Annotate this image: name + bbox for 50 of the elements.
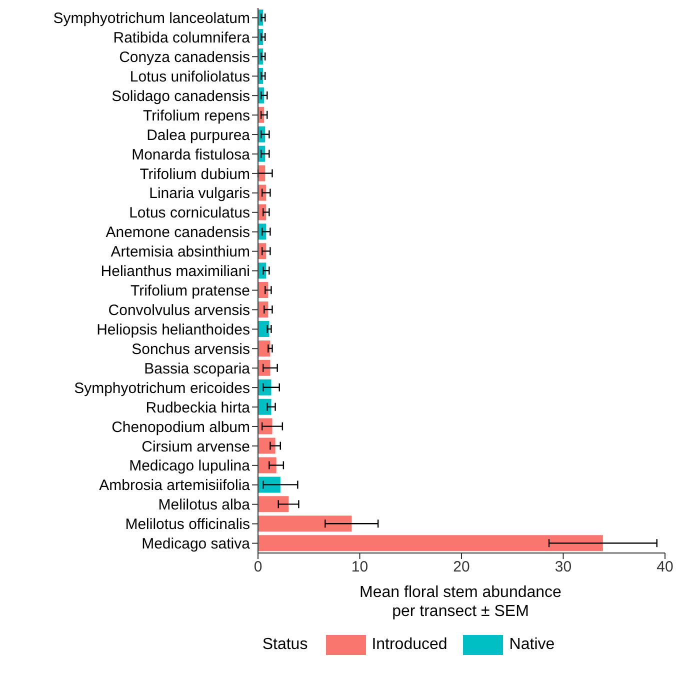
y-tick-label: Helianthus maximiliani xyxy=(100,263,250,280)
y-tick-label: Medicago sativa xyxy=(142,536,251,553)
bar xyxy=(258,302,268,318)
y-tick-label: Rudbeckia hirta xyxy=(146,399,251,416)
y-tick-label: Linaria vulgaris xyxy=(149,185,250,202)
y-tick-label: Melilotus officinalis xyxy=(125,516,250,534)
bar xyxy=(258,282,268,298)
bar xyxy=(258,457,276,474)
bar xyxy=(258,516,352,532)
y-tick-label: Dalea purpurea xyxy=(146,126,251,144)
legend-label: Introduced xyxy=(372,636,448,654)
y-tick-label: Bassia scoparia xyxy=(144,360,251,378)
bar xyxy=(258,496,289,512)
y-tick-label: Melilotus alba xyxy=(158,496,251,514)
y-tick-label: Anemone canadensis xyxy=(106,224,250,242)
y-tick-label: Lotus unifoliolatus xyxy=(130,68,250,86)
y-tick-label: Symphyotrichum ericoides xyxy=(74,380,250,397)
y-tick-label: Symphyotrichum lanceolatum xyxy=(53,10,250,28)
y-tick-label: Medicago lupulina xyxy=(129,458,251,475)
legend-title: Status xyxy=(262,636,308,654)
y-tick-label: Cirsium arvense xyxy=(142,438,250,456)
bar xyxy=(258,320,270,337)
y-tick-label: Sonchus arvensis xyxy=(132,340,250,358)
y-tick-label: Solidago canadensis xyxy=(112,88,250,105)
y-tick-label: Ratibida columnifera xyxy=(113,30,251,47)
x-axis-title: Mean floral stem abundance per transect ± SEM xyxy=(358,583,562,621)
y-tick-label: Monarda fistulosa xyxy=(132,146,251,164)
y-tick-label: Convolvulus arvensis xyxy=(108,302,250,320)
y-tick-label: Heliopsis helianthoides xyxy=(96,321,250,338)
y-tick-label: Trifolium repens xyxy=(143,107,250,124)
bar xyxy=(258,476,280,493)
bar xyxy=(258,438,276,454)
bar xyxy=(258,360,270,376)
x-tick-label: 10 xyxy=(351,558,368,576)
y-tick-label: Trifolium pratense xyxy=(130,282,250,300)
legend-label: Native xyxy=(509,636,555,654)
y-tick-label: Lotus corniculatus xyxy=(129,204,250,222)
y-tick-label: Chenopodium album xyxy=(112,418,250,436)
x-tick-label: 0 xyxy=(254,558,262,576)
y-tick-label: Artemisia absinthium xyxy=(110,244,250,261)
x-tick-label: 20 xyxy=(453,558,470,576)
bar xyxy=(258,535,603,552)
bar xyxy=(258,379,272,396)
y-tick-label: Trifolium dubium xyxy=(140,166,250,183)
x-tick-label: 40 xyxy=(656,558,674,576)
x-tick-label: 30 xyxy=(554,558,572,576)
y-tick-label: Ambrosia artemisiifolia xyxy=(99,477,251,494)
bar xyxy=(258,340,270,356)
y-tick-label: Conyza canadensis xyxy=(119,48,250,66)
bar xyxy=(258,398,272,415)
